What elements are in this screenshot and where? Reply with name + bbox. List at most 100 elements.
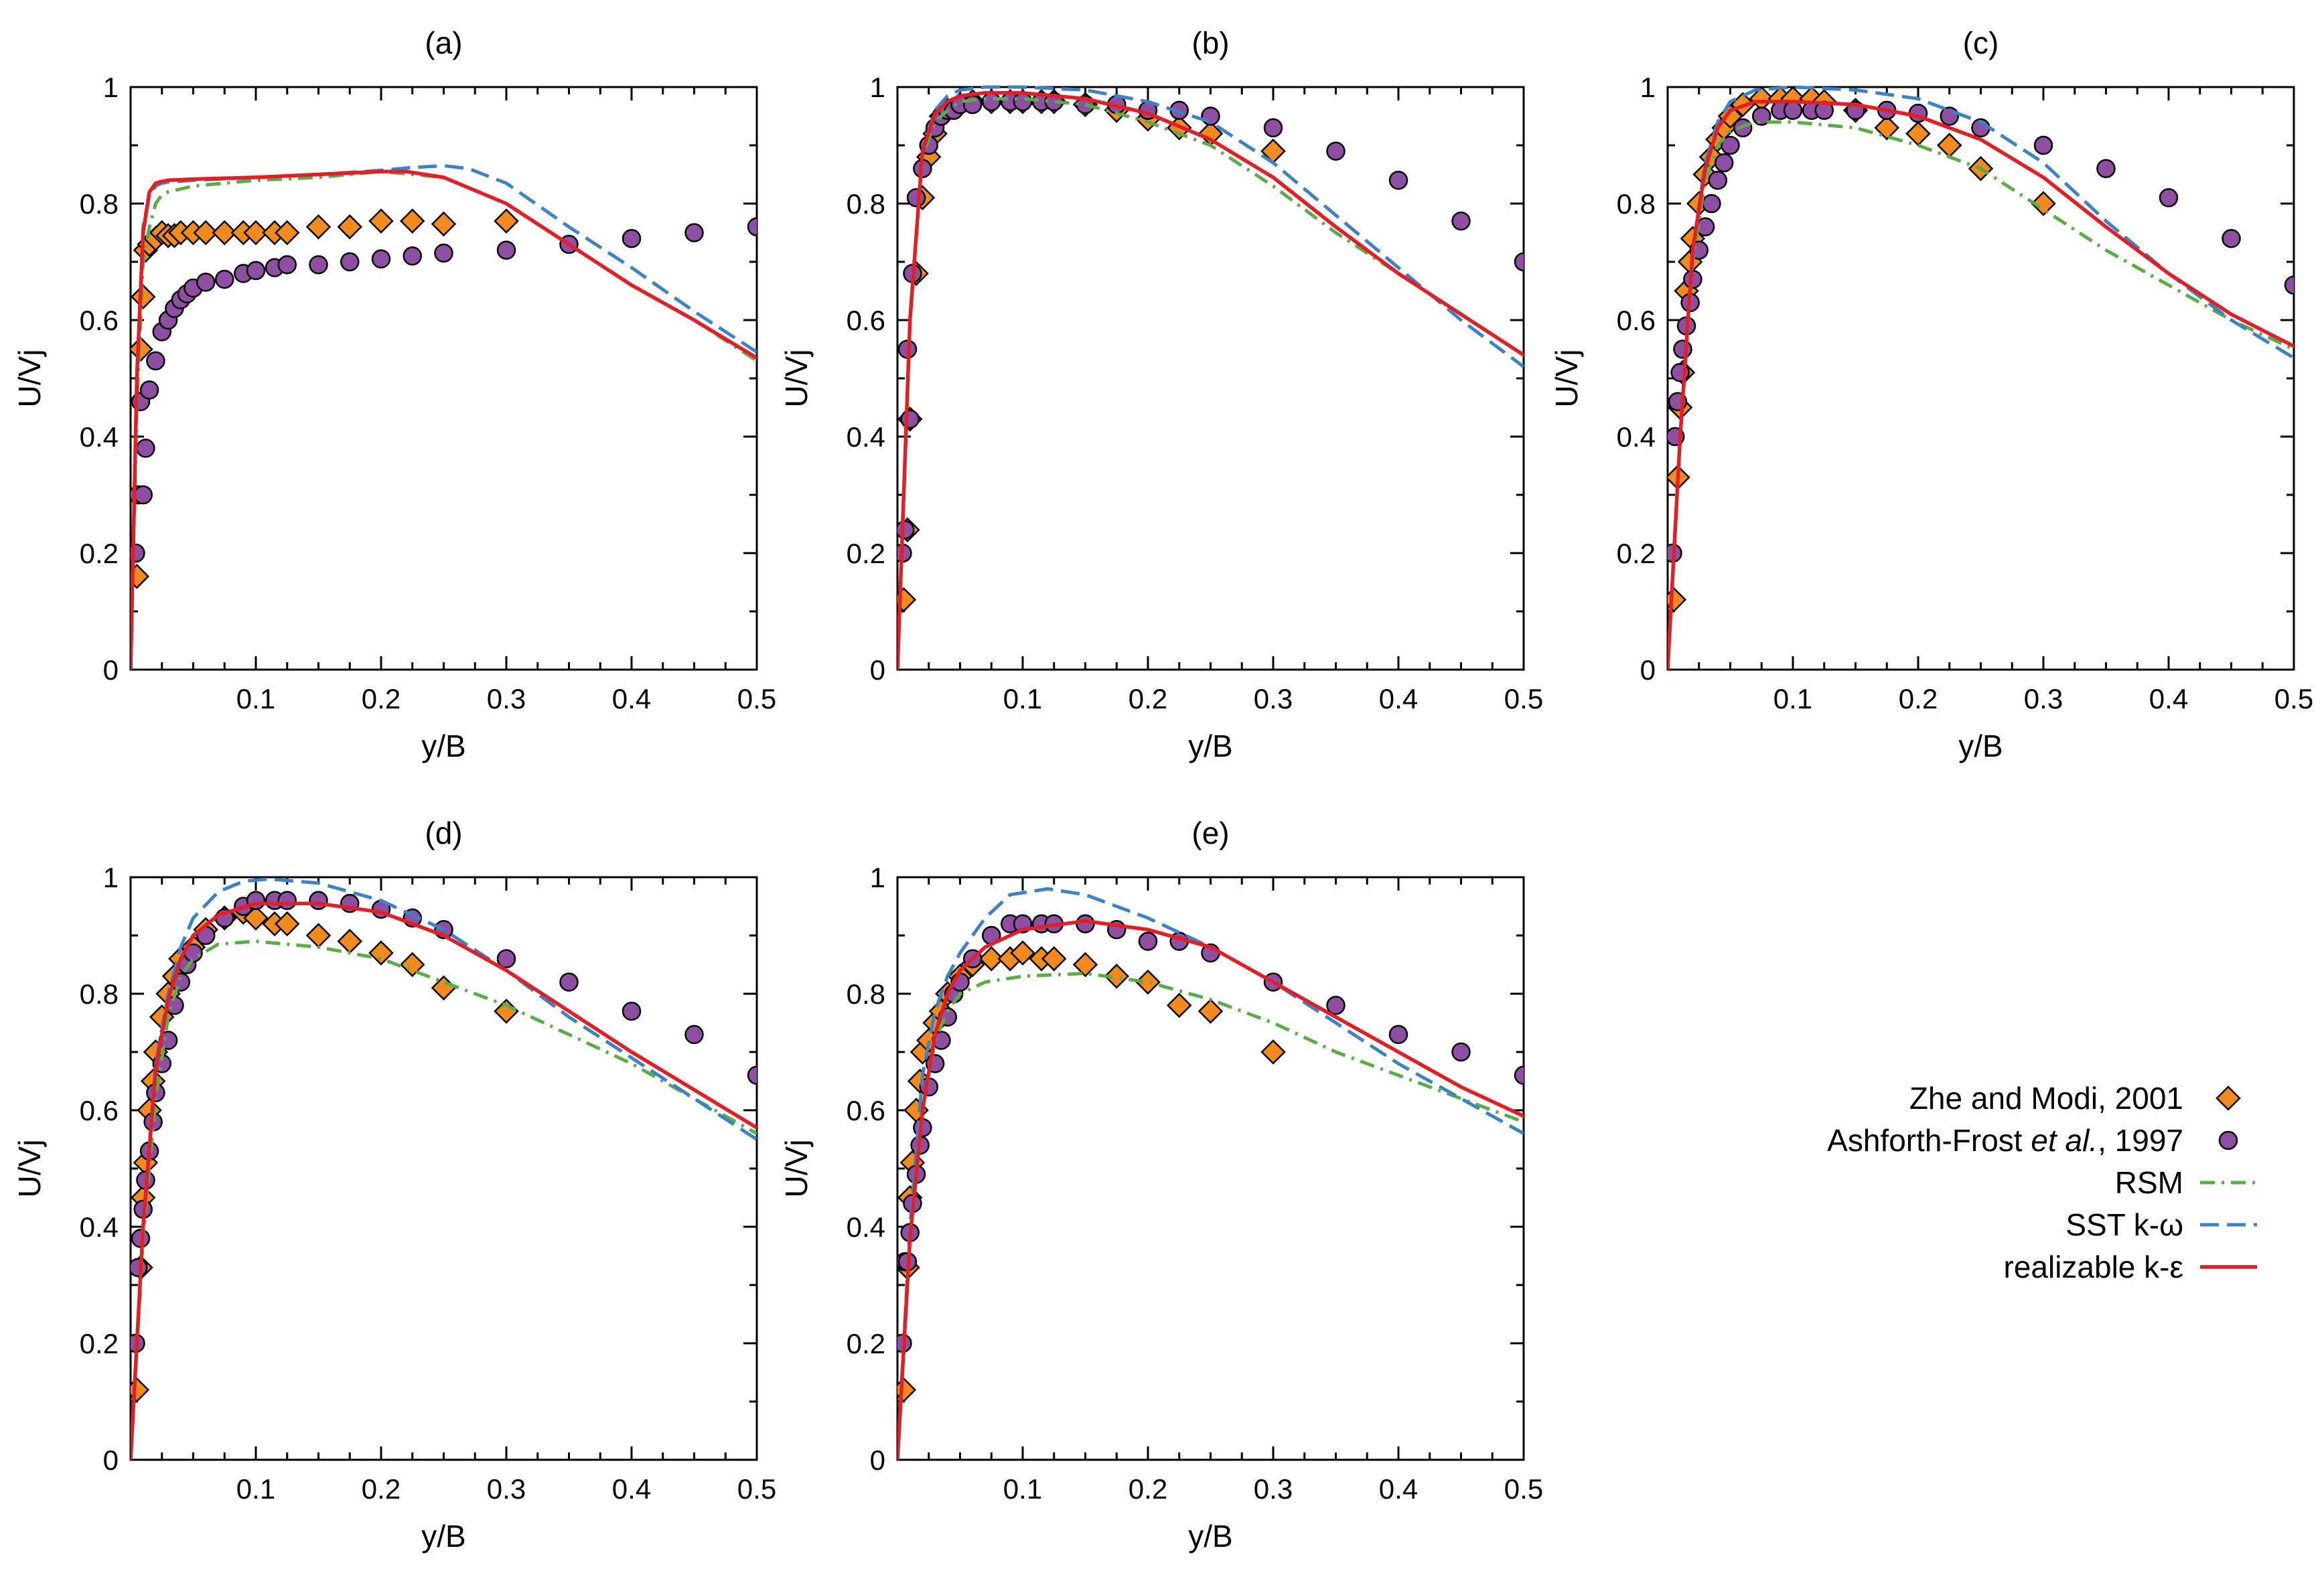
data-point-circle (136, 439, 155, 458)
x-tick-label: 0.2 (1899, 683, 1938, 714)
data-point-diamond (243, 220, 269, 246)
data-point-circle (1708, 170, 1728, 190)
legend: Zhe and Modi, 2001 Ashforth-Frost et al.… (1827, 1081, 2257, 1284)
data-point-circle (962, 94, 983, 115)
data-point-circle (900, 409, 920, 429)
data-point-circle (371, 249, 391, 269)
x-tick-label: 0.4 (612, 1473, 651, 1505)
data-point-circle (906, 188, 926, 208)
series-line-dashed (131, 877, 757, 1460)
x-tick-label: 0.3 (487, 1473, 526, 1505)
legend-marker-diamond (2216, 1085, 2241, 1111)
data-point-circle (1201, 106, 1220, 126)
x-tick-label: 0.1 (1003, 683, 1042, 714)
y-tick-label: 0.4 (80, 1211, 119, 1243)
legend-entry-zhe-modi: Zhe and Modi, 2001 (1909, 1081, 2241, 1116)
plot-frame (129, 86, 758, 671)
y-tick-label: 1 (870, 862, 885, 893)
series-line-dashed (897, 887, 1524, 1460)
markers (131, 208, 757, 589)
data-point-circle (1514, 252, 1524, 272)
data-point-diamond (1260, 1039, 1286, 1065)
y-tick-label: 0.2 (80, 538, 119, 569)
chart-panel-2: (b) 0.1 0.2 0.3 0.4 0.5 0 0.2 0.4 0.6 0.8 1 y/B U/Vj (779, 25, 1543, 763)
chart-panel-4: (d) 0.1 0.2 0.3 0.4 0.5 0 0.2 0.4 0.6 0.8 1 y/B U/Vj (12, 816, 776, 1554)
data-point-circle (1714, 153, 1734, 173)
data-point-diamond (131, 1377, 150, 1403)
y-tick-label: 1 (103, 72, 119, 103)
data-point-circle (2159, 188, 2179, 208)
data-point-circle (277, 255, 297, 275)
data-point-diamond (212, 220, 238, 246)
data-point-circle (340, 252, 360, 272)
data-point-circle (434, 243, 453, 263)
data-point-circle (684, 1025, 704, 1045)
data-point-circle (1388, 170, 1408, 190)
x-axis-title: y/B (1188, 1519, 1232, 1554)
data-point-circle (1263, 118, 1283, 138)
lines (1668, 85, 2294, 670)
x-axis-title: y/B (1958, 729, 2003, 763)
data-point-circle (309, 891, 328, 911)
data-point-diamond (193, 220, 218, 246)
data-point-diamond (1041, 946, 1067, 972)
y-tick-label: 0.6 (1617, 305, 1656, 336)
data-point-circle (559, 972, 579, 992)
y-tick-label: 0.2 (847, 538, 885, 569)
legend-entry-rsm: RSM (2115, 1165, 2257, 1200)
data-point-circle (1138, 931, 1158, 951)
y-tick-label: 0.8 (847, 188, 885, 220)
data-point-circle (2222, 228, 2241, 248)
legend-circle-marker (2218, 1130, 2238, 1150)
data-point-circle (1940, 106, 1959, 126)
data-point-diamond (1135, 969, 1161, 995)
data-point-diamond (368, 940, 394, 966)
panel-title: (a) (425, 25, 462, 60)
legend-label-sst: SST k-ω (2065, 1207, 2183, 1242)
x-tick-label: 0.2 (362, 1473, 401, 1505)
data-point-circle (309, 255, 328, 275)
y-tick-label: 0.8 (1617, 188, 1656, 220)
data-point-diamond (274, 220, 300, 246)
data-point-diamond (337, 214, 363, 240)
series-line-solid (131, 169, 757, 670)
x-tick-label: 0.4 (1379, 1473, 1418, 1505)
x-tick-label: 0.1 (1773, 683, 1812, 714)
data-point-diamond (897, 587, 917, 613)
y-tick-label: 0.2 (847, 1328, 885, 1359)
data-point-circle (403, 246, 422, 266)
data-point-circle (747, 1065, 757, 1085)
x-tick-label: 0.3 (487, 683, 526, 714)
data-point-circle (1752, 106, 1771, 126)
x-tick-label: 0.5 (737, 683, 776, 714)
y-tick-label: 0.6 (847, 1095, 885, 1126)
lines (897, 85, 1524, 670)
data-point-diamond (494, 998, 519, 1024)
data-point-circle (622, 1001, 642, 1021)
x-tick-label: 0.2 (362, 683, 401, 714)
y-tick-label: 0.6 (847, 305, 885, 336)
panel-title: (d) (425, 816, 462, 850)
series-line-dashdot (1668, 120, 2294, 670)
data-point-diamond (1072, 952, 1098, 978)
y-tick-label: 0 (103, 1444, 119, 1476)
x-tick-label: 0.1 (236, 683, 275, 714)
legend-label-zhe-modi: Zhe and Modi, 2001 (1909, 1081, 2183, 1116)
lines (131, 877, 757, 1460)
data-point-circle (747, 217, 757, 237)
x-tick-label: 0.5 (1504, 1473, 1543, 1505)
x-axis-title: y/B (421, 729, 465, 763)
plot-frame (896, 86, 1525, 671)
data-point-diamond (2031, 191, 2056, 216)
data-point-diamond (337, 928, 363, 954)
data-point-circle (1673, 340, 1692, 359)
data-point-diamond (978, 946, 1005, 972)
y-tick-label: 1 (1640, 72, 1656, 103)
data-point-diamond (1166, 992, 1192, 1019)
data-point-diamond (368, 208, 394, 234)
panel-title: (e) (1191, 816, 1229, 850)
data-point-circle (622, 228, 642, 248)
data-point-diamond (131, 564, 150, 589)
legend-diamond-marker (2216, 1085, 2241, 1111)
data-point-circle (1783, 100, 1803, 121)
